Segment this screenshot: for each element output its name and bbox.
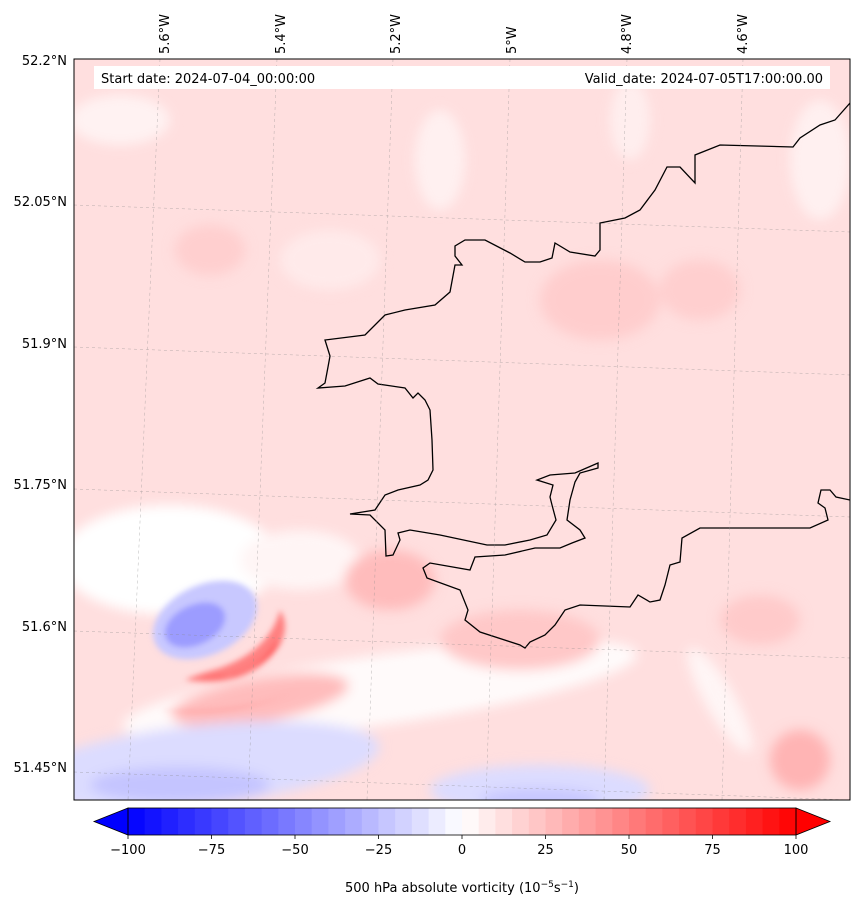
- colorbar-segment: [695, 808, 714, 835]
- start-date-text: Start date: 2024-07-04_00:00:00: [101, 72, 315, 87]
- lon-label-5.6w: 5.6°W: [158, 14, 173, 54]
- colorbar-segment: [428, 808, 446, 835]
- vorticity-field: [74, 59, 850, 800]
- colorbar-segment: [128, 808, 146, 835]
- colorbar-segment: [745, 808, 764, 835]
- colorbar-tick-label: −25: [365, 843, 392, 858]
- coastline: [315, 102, 850, 649]
- colorbar-segment: [328, 808, 346, 835]
- colorbar-tick-label: 75: [704, 843, 721, 858]
- colorbar-segment: [478, 808, 496, 835]
- colorbar-segment: [311, 808, 329, 835]
- colorbar-segment: [144, 808, 162, 835]
- colorbar-segment: [178, 808, 196, 835]
- lat-label-52.05n: 52.05°N: [14, 195, 67, 210]
- colorbar-extend-left: [92, 807, 129, 836]
- colorbar-segment: [445, 808, 463, 835]
- map-frame: [73, 58, 851, 801]
- colorbar-segment: [278, 808, 296, 835]
- colorbar-segment: [712, 808, 730, 835]
- colorbar: −100 −75 −50 −25 0 25 50 75 100 500 hPa absolute…: [92, 807, 832, 896]
- lat-label-51.6n: 51.6°N: [22, 620, 67, 635]
- colorbar-segment: [244, 808, 263, 835]
- colorbar-extend-right: [795, 807, 832, 836]
- colorbar-segment: [378, 808, 396, 835]
- colorbar-segment: [779, 808, 797, 835]
- lon-label-4.8w: 4.8°W: [620, 14, 635, 54]
- colorbar-segment: [395, 808, 413, 835]
- colorbar-tick-label: 50: [621, 843, 638, 858]
- colorbar-segment: [345, 808, 363, 835]
- colorbar-segment: [679, 808, 697, 835]
- colorbar-segment: [295, 808, 313, 835]
- colorbar-segment: [645, 808, 663, 835]
- colorbar-segment: [411, 808, 430, 835]
- colorbar-segment: [662, 808, 680, 835]
- longitude-labels: 5.6°W 5.4°W 5.2°W 5°W 4.8°W 4.6°W: [158, 14, 751, 54]
- colorbar-segment: [629, 808, 647, 835]
- colorbar-segment: [578, 808, 597, 835]
- colorbar-segment: [562, 808, 580, 835]
- colorbar-tick-label: −100: [110, 843, 146, 858]
- colorbar-segment: [729, 808, 747, 835]
- colorbar-segment: [261, 808, 279, 835]
- colorbar-label: 500 hPa absolute vorticity (10−5s−1): [345, 880, 579, 896]
- valid-date-text: Valid_date: 2024-07-05T17:00:00.00: [585, 72, 823, 87]
- latitude-labels: 52.2°N 52.05°N 51.9°N 51.75°N 51.6°N 51.…: [14, 54, 67, 776]
- gridlines: [74, 59, 850, 800]
- lat-label-51.45n: 51.45°N: [14, 761, 67, 776]
- lat-label-51.75n: 51.75°N: [14, 478, 67, 493]
- colorbar-segment: [361, 808, 380, 835]
- colorbar-segment: [762, 808, 780, 835]
- lat-label-51.9n: 51.9°N: [22, 337, 67, 352]
- lon-label-5w: 5°W: [505, 26, 520, 54]
- lon-label-5.4w: 5.4°W: [274, 14, 289, 54]
- colorbar-segment: [595, 808, 613, 835]
- colorbar-segment: [161, 808, 179, 835]
- colorbar-tick-label: −50: [281, 843, 308, 858]
- colorbar-tick-label: 100: [784, 843, 809, 858]
- colorbar-segment: [194, 808, 213, 835]
- colorbar-segment: [211, 808, 229, 835]
- colorbar-segment: [545, 808, 563, 835]
- colorbar-tick-label: −75: [198, 843, 225, 858]
- colorbar-segment: [612, 808, 630, 835]
- colorbar-segment: [228, 808, 246, 835]
- colorbar-segment: [495, 808, 513, 835]
- lon-label-4.6w: 4.6°W: [736, 14, 751, 54]
- colorbar-segment: [512, 808, 530, 835]
- colorbar-tick-label: 0: [458, 843, 466, 858]
- lon-label-5.2w: 5.2°W: [389, 14, 404, 54]
- colorbar-segment: [462, 808, 480, 835]
- date-header-box: [94, 66, 830, 89]
- lat-label-52.2n: 52.2°N: [22, 54, 67, 69]
- colorbar-segment: [528, 808, 547, 835]
- colorbar-tick-label: 25: [537, 843, 554, 858]
